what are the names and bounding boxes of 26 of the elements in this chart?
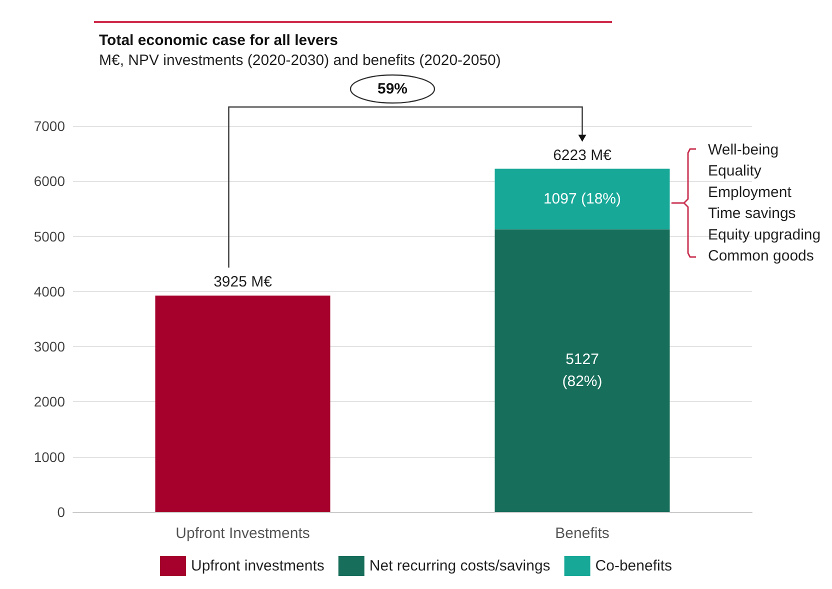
- chart-subtitle: M€, NPV investments (2020-2030) and benefits (2020-2050): [99, 52, 501, 69]
- y-tick-label: 4000: [34, 283, 66, 300]
- y-tick-label: 2000: [34, 394, 66, 410]
- legend-label: Upfront investments: [191, 558, 324, 574]
- annotation: Employment: [708, 184, 792, 201]
- y-tick-label: 1000: [34, 448, 66, 465]
- y-tick-label: 7000: [34, 118, 66, 134]
- annotation: Equality: [708, 162, 762, 180]
- x-tick-label: Benefits: [555, 525, 610, 542]
- chart-title: Total economic case for all levers: [99, 32, 338, 49]
- y-tick-label: 0: [57, 504, 66, 520]
- annotation: Time savings: [708, 205, 796, 222]
- total-label: 6223 M€: [553, 146, 612, 164]
- y-tick-label: 6000: [34, 173, 66, 190]
- total-label: 3925 M€: [214, 274, 273, 291]
- x-tick-label: Upfront Investments: [176, 525, 310, 542]
- annotation: Common goods: [708, 248, 814, 264]
- annotation: Equity upgrading: [708, 226, 821, 244]
- data-label: 5127 (82%): [562, 351, 602, 390]
- y-tick-label: 5000: [34, 228, 66, 244]
- annotation: Well-being: [708, 142, 779, 158]
- legend-label: Net recurring costs/savings: [369, 558, 550, 574]
- data-label: 1097 (18%): [543, 190, 622, 208]
- legend-label: Co-benefits: [595, 558, 672, 574]
- text: 59%: [377, 80, 408, 98]
- y-tick-label: 3000: [34, 338, 66, 355]
